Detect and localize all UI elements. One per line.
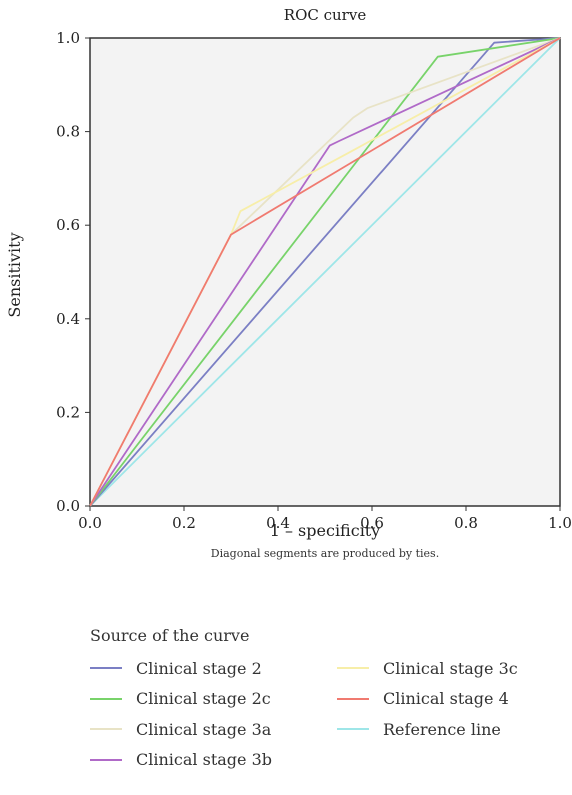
x-tick-label: 0.8 (454, 514, 478, 532)
x-tick-label: 0.2 (172, 514, 196, 532)
legend-label: Clinical stage 2c (136, 689, 271, 708)
x-tick-label: 0.0 (78, 514, 102, 532)
legend-swatch (337, 728, 369, 730)
roc-chart: 0.0 0.2 0.4 0.6 0.8 1.0 0.0 0.2 0.4 0.6 0.8 1.0 ROC… (5, 6, 572, 540)
legend-label: Clinical stage 4 (383, 689, 509, 708)
legend-item: Clinical stage 3c (337, 656, 518, 680)
y-tick-label: 0.6 (56, 216, 80, 234)
legend-swatch (337, 667, 369, 669)
ties-note: Diagonal segments are produced by ties. (210, 547, 440, 560)
series-line-clinical-stage-4 (89, 37, 561, 507)
y-tick-label: 0.8 (56, 123, 80, 141)
legend-swatch (90, 667, 122, 669)
y-tick-label: 0.2 (56, 403, 80, 421)
legend-label: Clinical stage 3b (136, 750, 272, 769)
legend-swatch (337, 697, 369, 700)
x-axis-label: 1 – specificity (270, 521, 381, 540)
x-tick-label: 0.4 (266, 514, 290, 532)
series-line-clinical-stage-2c (89, 37, 561, 507)
axis-layer: 0.0 0.2 0.4 0.6 0.8 1.0 0.0 0.2 0.4 0.6 0.8 1.0 (56, 29, 572, 532)
legend-label: Clinical stage 3a (136, 719, 272, 739)
series-line-clinical-stage-3b (89, 37, 561, 507)
series-line-reference-line (89, 37, 561, 507)
x-tick-label: 1.0 (548, 514, 572, 532)
y-tick-label: 0.4 (56, 310, 80, 328)
y-axis-label: Sensitivity (5, 232, 24, 317)
series-layer (89, 37, 561, 507)
legend-item: Reference line (337, 717, 501, 741)
legend-item: Clinical stage 2 (90, 656, 262, 680)
y-tick-label: 1.0 (56, 29, 80, 47)
legend-label: Clinical stage 3c (383, 658, 518, 678)
series-line-clinical-stage-2 (89, 37, 561, 507)
legend-swatch (90, 697, 122, 700)
legend-item: Clinical stage 2c (90, 687, 271, 711)
x-tick-label: 0.6 (360, 514, 384, 532)
legend-label: Reference line (383, 719, 501, 739)
legend-title: Source of the curve (90, 626, 250, 645)
legend-item: Clinical stage 3b (90, 748, 272, 772)
y-tick-label: 0.0 (56, 497, 80, 515)
legend-label: Clinical stage 2 (136, 658, 262, 678)
legend-swatch (90, 728, 122, 730)
legend-item: Clinical stage 3a (90, 717, 271, 741)
legend-swatch (90, 758, 122, 761)
chart-title: ROC curve (284, 6, 367, 24)
legend-item: Clinical stage 4 (337, 687, 509, 711)
